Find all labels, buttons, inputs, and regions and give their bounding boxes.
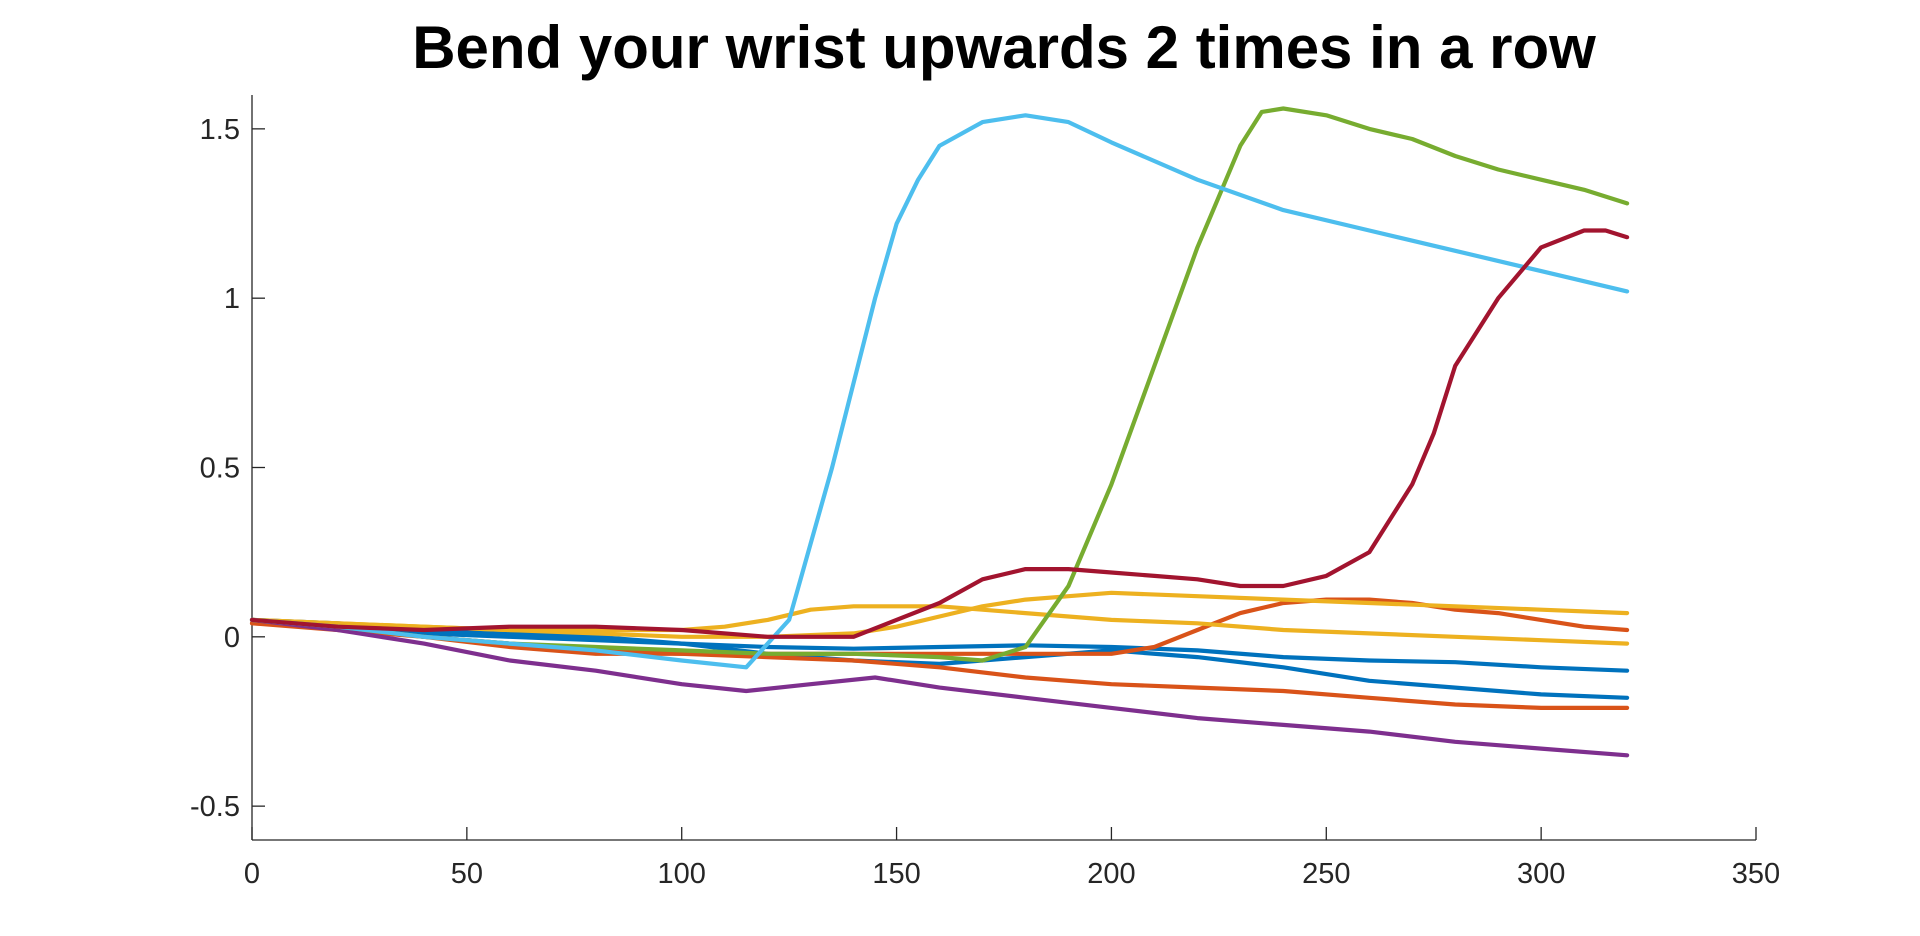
x-tick-label: 150 (872, 858, 920, 890)
y-tick-label: 1 (224, 283, 240, 315)
x-tick-label: 50 (451, 858, 483, 890)
y-tick-label: 0.5 (200, 453, 240, 485)
x-tick-label: 250 (1302, 858, 1350, 890)
series-line-9 (249, 113, 1630, 670)
plot-lines (249, 106, 1630, 758)
x-tick-label: 100 (658, 858, 706, 890)
series-line-10 (249, 228, 1630, 639)
chart-title: Bend your wrist upwards 2 times in a row (412, 14, 1596, 81)
series-line-1 (249, 617, 1630, 673)
series-line-6 (249, 590, 1630, 639)
series-line-2 (249, 617, 1630, 700)
series-line-7 (249, 617, 1630, 758)
x-tick-label: 300 (1517, 858, 1565, 890)
x-tick-label: 350 (1732, 858, 1780, 890)
series-line-8 (249, 106, 1630, 663)
axes: 0 50 100 150 200 250 300 350 -0.5 0 0.5 1 1.5 (190, 95, 1780, 890)
x-tick-label: 0 (244, 858, 260, 890)
y-tick-label: 1.5 (200, 114, 240, 146)
y-tick-label: 0 (224, 622, 240, 654)
y-tick-label: -0.5 (190, 791, 240, 823)
x-tick-label: 200 (1087, 858, 1135, 890)
series-line-4 (249, 597, 1630, 656)
